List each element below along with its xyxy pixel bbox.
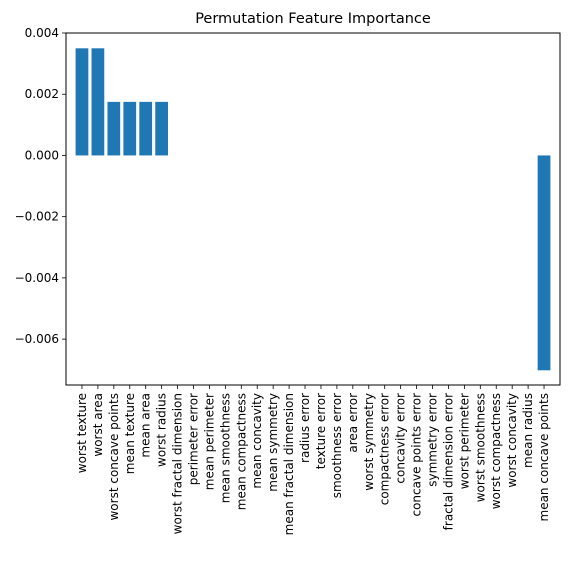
bar-mean-texture	[123, 101, 137, 156]
x-axis: worst texture worst area worst concave poi…	[75, 385, 551, 535]
x-tick-label: mean smoothness	[218, 393, 232, 503]
x-tick-label: worst symmetry	[362, 393, 376, 491]
x-tick-label: concave points error	[410, 393, 424, 517]
y-tick-label: 0.002	[25, 87, 59, 101]
y-tick-label: −0.006	[15, 332, 59, 346]
x-tick-label: mean compactness	[234, 393, 248, 510]
x-tick-label: mean symmetry	[266, 393, 280, 492]
bar-worst-radius	[155, 101, 169, 156]
bars-group	[75, 48, 551, 371]
x-tick-label: worst radius	[155, 393, 169, 467]
bar-worst-concave-points	[107, 101, 121, 156]
y-tick-label: −0.004	[15, 271, 59, 285]
x-tick-label: mean radius	[521, 393, 535, 468]
y-tick-label: 0.000	[25, 148, 59, 162]
x-tick-label: mean perimeter	[202, 393, 216, 490]
x-tick-label: worst compactness	[489, 393, 503, 509]
plot-frame	[65, 32, 561, 386]
y-axis: 0.004 0.002 0.000 −0.002 −0.004 −0.006	[15, 26, 66, 346]
x-tick-label: concavity error	[394, 393, 408, 484]
x-tick-label: worst concave points	[107, 393, 121, 521]
chart-title: Permutation Feature Importance	[195, 11, 431, 27]
x-tick-label: mean area	[139, 393, 153, 458]
x-tick-label: mean concave points	[537, 393, 551, 522]
x-tick-label: fractal dimension error	[441, 393, 455, 530]
bar-worst-texture	[75, 48, 89, 156]
y-tick-label: 0.004	[25, 26, 59, 40]
x-tick-label: radius error	[298, 393, 312, 463]
x-tick-label: smoothness error	[330, 393, 344, 498]
bar-worst-area	[91, 48, 105, 156]
x-tick-label: texture error	[314, 393, 328, 469]
x-tick-label: symmetry error	[426, 393, 440, 487]
x-tick-label: worst fractal dimension	[171, 393, 185, 534]
bar-mean-area	[139, 101, 153, 156]
x-tick-label: worst concavity	[505, 393, 519, 488]
x-tick-label: perimeter error	[187, 393, 201, 485]
x-tick-label: worst texture	[75, 393, 89, 473]
x-tick-label: worst smoothness	[473, 393, 487, 502]
x-tick-label: mean fractal dimension	[282, 393, 296, 535]
x-tick-label: worst perimeter	[457, 393, 471, 489]
x-tick-label: compactness error	[378, 393, 392, 505]
x-tick-label: mean concavity	[250, 393, 264, 489]
x-tick-label: mean texture	[123, 393, 137, 474]
y-tick-label: −0.002	[15, 210, 59, 224]
x-tick-label: worst area	[91, 393, 105, 457]
bar-mean-concave-points	[537, 155, 551, 371]
x-tick-label: area error	[346, 393, 360, 453]
